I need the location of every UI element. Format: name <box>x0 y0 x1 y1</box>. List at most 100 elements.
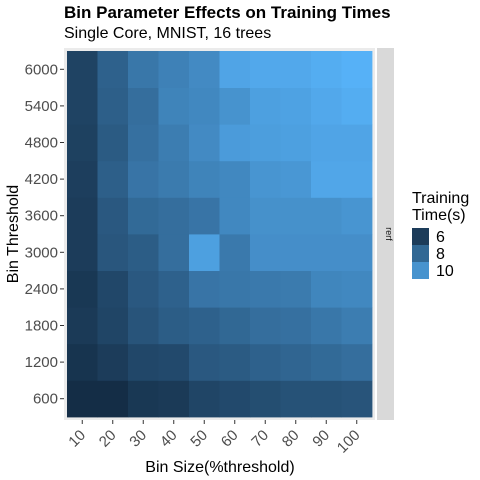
heatmap-cell <box>311 124 342 162</box>
heatmap-cell <box>280 87 312 125</box>
heatmap-cell <box>97 87 129 125</box>
heatmap-cell <box>219 343 251 381</box>
heatmap-cell <box>97 380 129 418</box>
heatmap-cell <box>97 124 129 162</box>
heatmap-cell <box>219 270 251 308</box>
heatmap-cell <box>280 380 312 418</box>
heatmap-cell <box>128 197 159 235</box>
heatmap-cell <box>158 270 190 308</box>
legend-key-label: 6 <box>436 229 445 246</box>
x-tick-label: 30 <box>126 427 150 451</box>
heatmap-cell <box>250 343 281 381</box>
heatmap-cell <box>97 234 129 271</box>
heatmap-cell <box>158 307 190 345</box>
heatmap-cell <box>158 197 190 235</box>
x-tick-label: 50 <box>187 427 211 451</box>
heatmap-cell <box>341 234 373 271</box>
heatmap-cell <box>189 270 220 308</box>
heatmap-cell <box>128 380 159 418</box>
heatmap-cell <box>250 234 281 271</box>
heatmap-cell <box>189 124 220 162</box>
legend-key-swatch <box>412 245 429 262</box>
x-tick-label: 70 <box>248 427 272 451</box>
y-tick-label: 600 <box>33 391 58 408</box>
x-tick-label: 90 <box>309 427 333 451</box>
heatmap-cell <box>341 160 373 198</box>
heatmap-cell <box>219 380 251 418</box>
heatmap-cell <box>189 87 220 125</box>
heatmap-cell <box>280 270 312 308</box>
y-axis: 600 1200 1800 2400 3000 3600 4200 4800 5400 6000 <box>25 61 64 408</box>
heatmap-cell <box>280 234 312 271</box>
y-axis-title: Bin Threshold <box>5 185 22 283</box>
heatmap-cell <box>219 234 251 271</box>
x-tick-label: 10 <box>65 427 89 451</box>
y-tick-label: 5400 <box>25 98 58 115</box>
heatmap-cell <box>67 51 98 88</box>
heatmap-cell <box>67 160 98 198</box>
x-axis: 10 20 30 40 50 60 70 80 90 100 <box>65 420 364 457</box>
y-tick-label: 4800 <box>25 135 58 152</box>
heatmap-cell <box>311 51 342 88</box>
heatmap-cell <box>189 380 220 418</box>
heatmap-cell <box>250 380 281 418</box>
legend-key-swatch <box>412 228 429 245</box>
heatmap-cell <box>341 51 373 88</box>
y-tick-label: 1800 <box>25 318 58 335</box>
legend-key-label: 8 <box>436 246 445 263</box>
heatmap-cell <box>128 307 159 345</box>
heatmap-cell <box>311 234 342 271</box>
heatmap-cell <box>250 197 281 235</box>
heatmap-cell <box>67 270 98 308</box>
heatmap-cell <box>97 160 129 198</box>
x-tick-label: 40 <box>157 427 181 451</box>
chart-title: Bin Parameter Effects on Training Times <box>64 3 391 22</box>
heatmap-cell <box>311 307 342 345</box>
y-tick-label: 1200 <box>25 354 58 371</box>
x-tick-label: 80 <box>279 427 303 451</box>
heatmap-cell <box>189 160 220 198</box>
heatmap-cell <box>97 307 129 345</box>
heatmap-cell <box>280 343 312 381</box>
heatmap-cell <box>250 51 281 88</box>
x-tick-label: 100 <box>334 427 364 457</box>
heatmap-cell <box>341 270 373 308</box>
heatmap-cell <box>158 124 190 162</box>
heatmap-cell <box>341 307 373 345</box>
heatmap-cell <box>311 87 342 125</box>
heatmap-cell <box>67 124 98 162</box>
heatmap-cell <box>280 124 312 162</box>
heatmap-cell <box>341 343 373 381</box>
heatmap-cell <box>189 197 220 235</box>
heatmap-cell <box>67 380 98 418</box>
heatmap-cell <box>158 87 190 125</box>
heatmap-cell <box>280 51 312 88</box>
heatmap-cell <box>219 87 251 125</box>
heatmap-cell <box>280 307 312 345</box>
heatmap-cell <box>219 197 251 235</box>
heatmap-cell <box>67 343 98 381</box>
y-tick-label: 3000 <box>25 244 58 261</box>
heatmap-cell <box>311 380 342 418</box>
heatmap-cell <box>128 160 159 198</box>
heatmap-cell <box>97 51 129 88</box>
heatmap-cell <box>158 380 190 418</box>
heatmap-cell <box>311 160 342 198</box>
heatmap-cell <box>67 197 98 235</box>
y-tick-label: 2400 <box>25 281 58 298</box>
legend-title-line-2: Time(s) <box>412 207 466 224</box>
facet-strip-label: rerf <box>384 227 394 241</box>
heatmap-cell <box>158 160 190 198</box>
x-tick-label: 20 <box>96 427 120 451</box>
heatmap-cell <box>219 307 251 345</box>
heatmap-cell <box>219 160 251 198</box>
y-tick-label: 3600 <box>25 208 58 225</box>
heatmap-cell <box>128 343 159 381</box>
heatmap-cell <box>311 270 342 308</box>
heatmap-cell <box>189 234 220 271</box>
heatmap-cell <box>250 160 281 198</box>
heatmap-cell <box>311 197 342 235</box>
heatmap-cell <box>128 51 159 88</box>
heatmap-cell <box>97 270 129 308</box>
